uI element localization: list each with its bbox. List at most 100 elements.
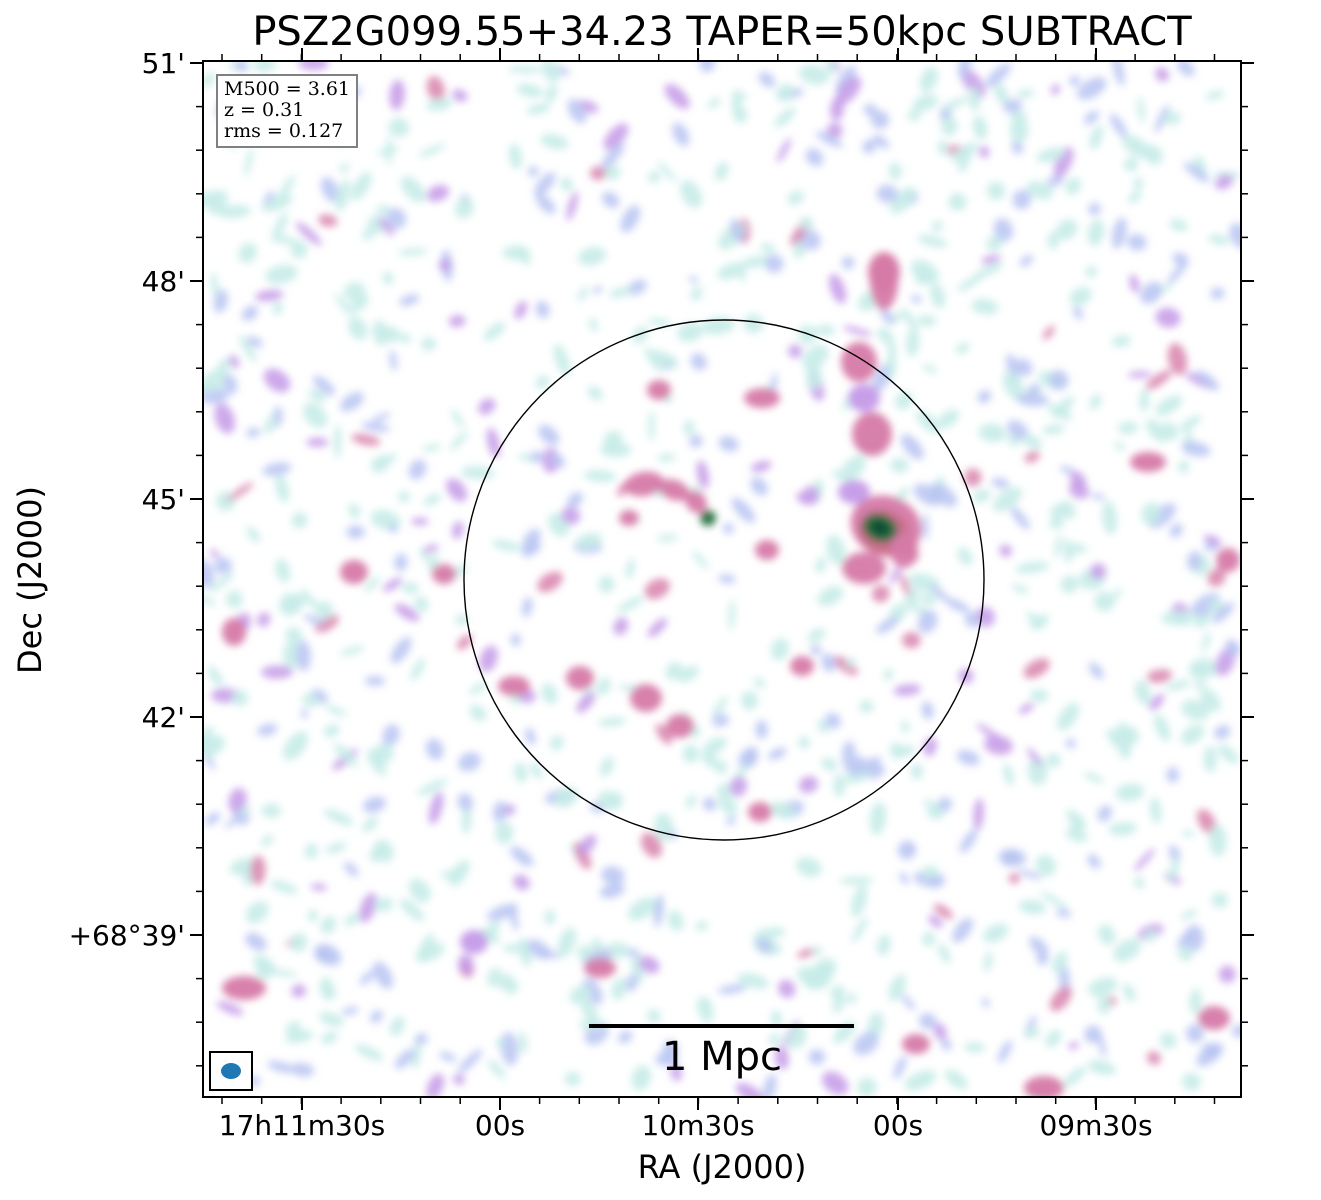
plot-area (202, 60, 1242, 1098)
noise-speckle (1168, 856, 1180, 883)
noise-speckle (907, 109, 922, 122)
noise-speckle (1146, 669, 1173, 683)
noise-speckle (567, 491, 583, 509)
noise-speckle (1190, 593, 1220, 617)
beam-ellipse-icon (221, 1063, 241, 1079)
noise-speckle (454, 198, 474, 219)
noise-speckle (1165, 679, 1191, 691)
noise-speckle (1015, 561, 1050, 574)
noise-speckle (826, 535, 846, 565)
noise-speckle (530, 450, 543, 463)
noise-speckle (1050, 503, 1067, 521)
noise-speckle (1169, 218, 1188, 232)
noise-speckle (261, 803, 282, 818)
noise-speckle (786, 1024, 807, 1049)
noise-speckle (770, 1010, 783, 1027)
noise-speckle (1087, 219, 1105, 246)
noise-speckle (1015, 358, 1033, 376)
noise-speckle (776, 138, 792, 163)
noise-speckle (1065, 177, 1082, 195)
noise-speckle (316, 601, 334, 619)
emission-feature (630, 684, 662, 712)
noise-speckle (425, 738, 444, 761)
noise-speckle (731, 497, 756, 524)
emission-feature (744, 388, 780, 408)
noise-speckle (575, 532, 603, 550)
noise-speckle (254, 289, 284, 302)
noise-speckle (388, 117, 410, 137)
noise-speckle (948, 192, 967, 211)
noise-speckle (663, 1039, 679, 1066)
emission-feature (584, 958, 616, 978)
noise-speckle (204, 72, 215, 88)
noise-speckle (810, 644, 822, 656)
noise-speckle (362, 796, 387, 813)
noise-speckle (239, 335, 257, 363)
noise-speckle (958, 148, 971, 173)
noise-speckle (1122, 135, 1151, 159)
noise-speckle (400, 332, 411, 344)
noise-speckle (592, 286, 603, 294)
noise-speckle (290, 240, 308, 259)
noise-speckle (1060, 575, 1079, 594)
emission-feature (340, 560, 368, 584)
x-tick-label: 00s (474, 1109, 526, 1142)
noise-speckle (717, 262, 744, 280)
noise-speckle (1011, 584, 1029, 594)
noise-speckle (458, 752, 481, 772)
noise-speckle (253, 954, 276, 976)
noise-speckle (1193, 680, 1207, 689)
noise-speckle (1177, 946, 1194, 961)
noise-speckle (1115, 783, 1145, 802)
noise-speckle (458, 954, 474, 975)
noise-speckle (554, 787, 578, 808)
noise-speckle (956, 749, 980, 766)
noise-speckle (378, 217, 395, 237)
noise-speckle (889, 187, 916, 214)
noise-speckle (1139, 389, 1150, 412)
noise-speckle (1057, 702, 1080, 731)
noise-speckle (269, 880, 298, 894)
noise-speckle (984, 735, 1013, 755)
noise-speckle (900, 434, 924, 460)
noise-speckle (690, 286, 703, 302)
noise-speckle (695, 920, 708, 931)
noise-speckle (1159, 1032, 1177, 1049)
noise-speckle (600, 866, 625, 885)
noise-speckle (231, 689, 249, 707)
noise-speckle (830, 985, 846, 1001)
noise-speckle (832, 656, 858, 676)
noise-speckle (324, 842, 347, 854)
noise-speckle (774, 1046, 789, 1070)
noise-speckle (1028, 383, 1040, 396)
noise-speckle (904, 1070, 937, 1091)
noise-speckle (889, 565, 902, 585)
noise-speckle (680, 180, 703, 209)
noise-speckle (815, 324, 835, 336)
noise-speckle (295, 221, 322, 246)
noise-speckle (217, 204, 252, 219)
noise-speckle (399, 899, 425, 922)
noise-speckle (1094, 591, 1115, 612)
noise-speckle (1023, 1027, 1040, 1039)
noise-speckle (1113, 938, 1142, 962)
noise-speckle (267, 1060, 296, 1074)
noise-speckle (291, 512, 308, 529)
noise-speckle (690, 353, 707, 371)
noise-speckle (1098, 924, 1116, 945)
noise-speckle (1042, 424, 1065, 435)
noise-speckle (1145, 370, 1172, 390)
noise-speckle (1003, 763, 1015, 786)
noise-speckle (682, 744, 700, 763)
noise-speckle (1166, 767, 1180, 783)
noise-speckle (394, 553, 408, 572)
noise-speckle (910, 763, 923, 780)
noise-speckle (1129, 274, 1140, 293)
noise-speckle (1162, 421, 1178, 441)
noise-speckle (964, 611, 980, 628)
noise-speckle (862, 139, 877, 154)
noise-speckle (824, 712, 841, 729)
noise-speckle (1046, 753, 1061, 768)
noise-speckle (805, 148, 824, 167)
noise-speckle (423, 493, 442, 506)
